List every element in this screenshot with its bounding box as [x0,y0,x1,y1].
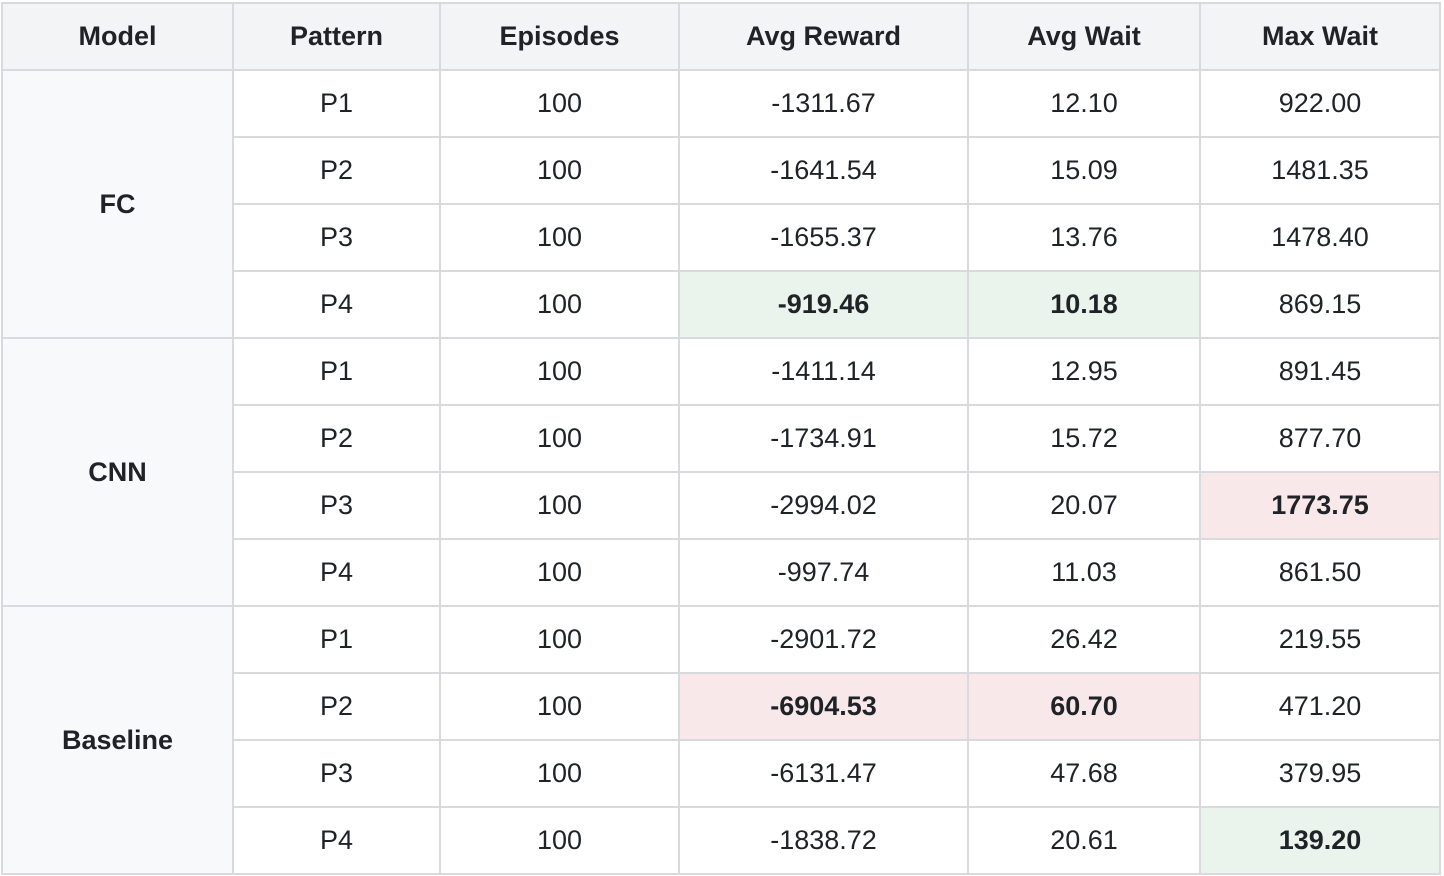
header-pattern: Pattern [232,2,441,71]
max-wait-cell: 869.15 [1199,270,1441,339]
table-header: Model Pattern Episodes Avg Reward Avg Wa… [1,2,1441,71]
episodes-cell: 100 [439,739,680,808]
avg-reward-cell: -2901.72 [678,605,969,674]
pattern-cell: P4 [232,538,441,607]
model-cell: Baseline [1,605,234,875]
episodes-cell: 100 [439,136,680,205]
header-model: Model [1,2,234,71]
avg-wait-cell: 10.18 [967,270,1201,339]
avg-reward-cell: -6131.47 [678,739,969,808]
avg-wait-cell: 47.68 [967,739,1201,808]
header-episodes: Episodes [439,2,680,71]
header-row: Model Pattern Episodes Avg Reward Avg Wa… [1,2,1441,71]
model-cell: CNN [1,337,234,607]
table-row: P4 100 -919.46 10.18 869.15 [2,270,1441,339]
avg-wait-cell: 60.70 [967,672,1201,741]
episodes-cell: 100 [439,337,680,406]
episodes-cell: 100 [439,69,680,138]
episodes-cell: 100 [439,404,680,473]
header-avg-wait: Avg Wait [967,2,1201,71]
avg-wait-cell: 20.07 [967,471,1201,540]
avg-wait-cell: 11.03 [967,538,1201,607]
avg-reward-cell: -2994.02 [678,471,969,540]
avg-wait-cell: 26.42 [967,605,1201,674]
episodes-cell: 100 [439,538,680,607]
table-row: P4 100 -997.74 11.03 861.50 [2,538,1441,607]
table-body: FC P1 100 -1311.67 12.10 922.00 P2 100 -1641.54 1… [1,69,1441,875]
episodes-cell: 100 [439,806,680,875]
avg-reward-cell: -997.74 [678,538,969,607]
table-row: P3 100 -6131.47 47.68 379.95 [2,739,1441,808]
episodes-cell: 100 [439,203,680,272]
pattern-cell: P1 [232,605,441,674]
max-wait-cell: 379.95 [1199,739,1441,808]
pattern-cell: P2 [232,136,441,205]
table-row: Baseline P1 100 -2901.72 26.42 219.55 [1,605,1441,875]
table-row: P3 100 -2994.02 20.07 1773.75 [2,471,1441,540]
max-wait-cell: 219.55 [1199,605,1441,674]
table-row: P2 100 -6904.53 60.70 471.20 [2,672,1441,741]
episodes-cell: 100 [439,270,680,339]
avg-wait-cell: 12.95 [967,337,1201,406]
table-row: P2 100 -1734.91 15.72 877.70 [2,404,1441,473]
avg-reward-cell: -1838.72 [678,806,969,875]
table-row: P3 100 -1655.37 13.76 1478.40 [2,203,1441,272]
avg-reward-cell: -919.46 [678,270,969,339]
table-row: P4 100 -1838.72 20.61 139.20 [2,806,1441,875]
max-wait-cell: 891.45 [1199,337,1441,406]
pattern-cell: P3 [232,471,441,540]
max-wait-cell: 1478.40 [1199,203,1441,272]
avg-reward-cell: -1311.67 [678,69,969,138]
pattern-cell: P2 [232,672,441,741]
max-wait-cell: 1773.75 [1199,471,1441,540]
avg-wait-cell: 15.09 [967,136,1201,205]
model-cell: FC [1,69,234,339]
avg-wait-cell: 12.10 [967,69,1201,138]
avg-reward-cell: -6904.53 [678,672,969,741]
pattern-cell: P2 [232,404,441,473]
avg-reward-cell: -1655.37 [678,203,969,272]
pattern-cell: P1 [232,69,441,138]
table-row: CNN P1 100 -1411.14 12.95 891.45 [1,337,1441,607]
max-wait-cell: 877.70 [1199,404,1441,473]
avg-wait-cell: 20.61 [967,806,1201,875]
avg-reward-cell: -1641.54 [678,136,969,205]
avg-wait-cell: 15.72 [967,404,1201,473]
pattern-cell: P3 [232,739,441,808]
pattern-cell: P4 [232,270,441,339]
max-wait-cell: 471.20 [1199,672,1441,741]
episodes-cell: 100 [439,471,680,540]
pattern-cell: P3 [232,203,441,272]
avg-reward-cell: -1734.91 [678,404,969,473]
header-max-wait: Max Wait [1199,2,1441,71]
episodes-cell: 100 [439,605,680,674]
avg-reward-cell: -1411.14 [678,337,969,406]
episodes-cell: 100 [439,672,680,741]
max-wait-cell: 139.20 [1199,806,1441,875]
table-row: FC P1 100 -1311.67 12.10 922.00 [1,69,1441,339]
avg-wait-cell: 13.76 [967,203,1201,272]
max-wait-cell: 1481.35 [1199,136,1441,205]
pattern-cell: P1 [232,337,441,406]
pattern-cell: P4 [232,806,441,875]
table-row: P2 100 -1641.54 15.09 1481.35 [2,136,1441,205]
max-wait-cell: 861.50 [1199,538,1441,607]
header-avg-reward: Avg Reward [678,2,969,71]
max-wait-cell: 922.00 [1199,69,1441,138]
